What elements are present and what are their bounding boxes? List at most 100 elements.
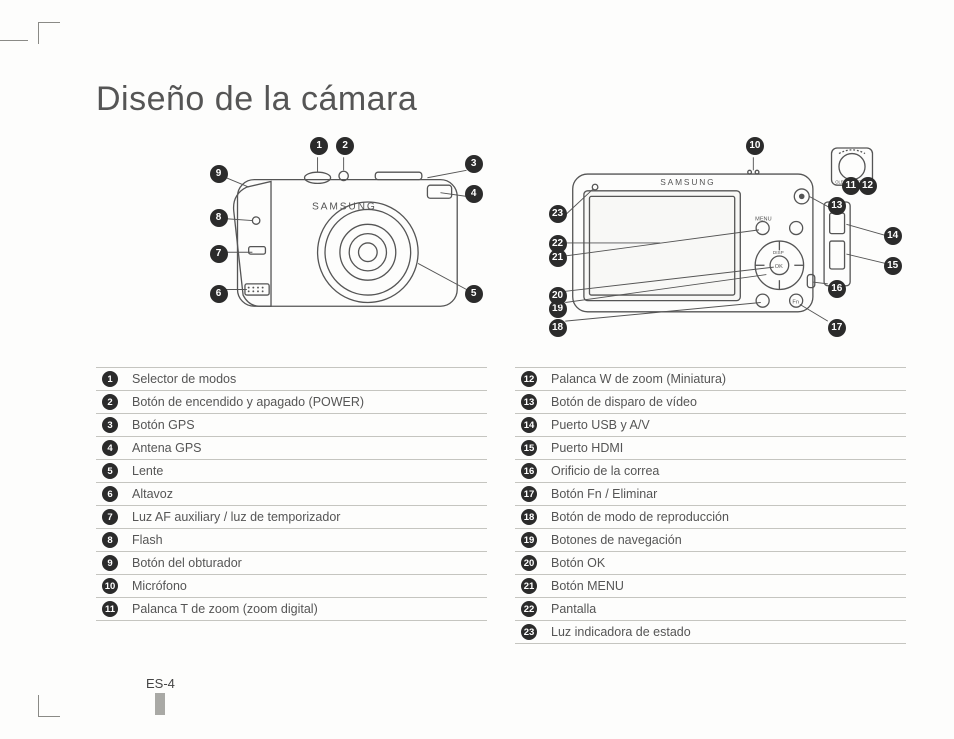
callout-9: 9	[210, 165, 228, 183]
legend-label: Botones de navegación	[551, 533, 682, 547]
legend-row-10: 10 Micrófono	[96, 575, 487, 598]
legend-num: 16	[521, 463, 537, 479]
legend-label: Orificio de la correa	[551, 464, 659, 478]
legend-label: Botón OK	[551, 556, 605, 570]
legend-row-13: 13 Botón de disparo de vídeo	[515, 391, 906, 414]
legend-row-1: 1 Selector de modos	[96, 367, 487, 391]
legend-label: Selector de modos	[132, 372, 236, 386]
legend-row-4: 4Antena GPS	[96, 437, 487, 460]
camera-front-figure: SAMSUNG 123456789	[96, 137, 487, 347]
camera-back-figure: SAMSUNG MENU DISP OK Fn OLED RESET	[515, 137, 906, 347]
page-title: Diseño de la cámara	[96, 80, 906, 119]
legend-num: 7	[102, 509, 118, 525]
page-footer: ES-4	[146, 676, 175, 715]
camera-front-svg: SAMSUNG	[96, 137, 487, 347]
brand-label-back: SAMSUNG	[660, 177, 715, 187]
legend-label: Flash	[132, 533, 163, 547]
legend-num: 6	[102, 486, 118, 502]
legend-row-18: 18 Botón de modo de reproducción	[515, 506, 906, 529]
legend-row-7: 7Luz AF auxiliary / luz de temporizador	[96, 506, 487, 529]
legend-row-3: 3 Botón GPS	[96, 414, 487, 437]
legend-num: 19	[521, 532, 537, 548]
footer-bar-icon	[155, 693, 165, 715]
legend-row-11: 11 Palanca T de zoom (zoom digital)	[96, 598, 487, 621]
legend-row-2: 2 Botón de encendido y apagado (POWER)	[96, 391, 487, 414]
legend-row-16: 16 Orificio de la correa	[515, 460, 906, 483]
legend-row-14: 14Puerto USB y A/V	[515, 414, 906, 437]
legend-label: Pantalla	[551, 602, 596, 616]
svg-text:DISP: DISP	[773, 250, 784, 255]
legend-row-8: 8 Flash	[96, 529, 487, 552]
legend-num: 8	[102, 532, 118, 548]
page-number: ES-4	[146, 676, 175, 691]
legend-row-17: 17 Botón Fn / Eliminar	[515, 483, 906, 506]
legend-num: 9	[102, 555, 118, 571]
brand-label-front: SAMSUNG	[312, 201, 377, 212]
legend-row-15: 15 Puerto HDMI	[515, 437, 906, 460]
legend-num: 10	[102, 578, 118, 594]
legend-table-right: 12Palanca W de zoom (Miniatura) 13 Botón d…	[515, 367, 906, 644]
callout-5: 5	[465, 285, 483, 303]
callout-1: 1	[310, 137, 328, 155]
svg-text:Fn: Fn	[792, 299, 799, 305]
callout-3: 3	[465, 155, 483, 173]
legend-num: 5	[102, 463, 118, 479]
legend-num: 15	[521, 440, 537, 456]
legend-table-left: 1 Selector de modos 2 Botón de encendido y …	[96, 367, 487, 644]
legend-label: Botón de encendido y apagado (POWER)	[132, 395, 364, 409]
callout-4: 4	[465, 185, 483, 203]
callout-16: 16	[828, 280, 846, 298]
legend-num: 2	[102, 394, 118, 410]
callout-12: 12	[859, 177, 877, 195]
legend-label: Botón de modo de reproducción	[551, 510, 729, 524]
legend-row-12: 12Palanca W de zoom (Miniatura)	[515, 367, 906, 391]
legend-row-9: 9Botón del obturador	[96, 552, 487, 575]
legend-row-20: 20 Botón OK	[515, 552, 906, 575]
legend-num: 4	[102, 440, 118, 456]
legend-row-6: 6 Altavoz	[96, 483, 487, 506]
legend-num: 13	[521, 394, 537, 410]
camera-back-svg: SAMSUNG MENU DISP OK Fn OLED RESET	[515, 137, 906, 347]
legend-num: 23	[521, 624, 537, 640]
callout-7: 7	[210, 245, 228, 263]
legend-label: Puerto HDMI	[551, 441, 623, 455]
page-content: Diseño de la cámara	[96, 80, 906, 644]
callout-14: 14	[884, 227, 902, 245]
callout-8: 8	[210, 209, 228, 227]
legend-row-22: 22 Pantalla	[515, 598, 906, 621]
legend-num: 3	[102, 417, 118, 433]
legend-label: Altavoz	[132, 487, 173, 501]
legend-num: 21	[521, 578, 537, 594]
callout-13: 13	[828, 197, 846, 215]
legend-row-21: 21Botón MENU	[515, 575, 906, 598]
legend-num: 22	[521, 601, 537, 617]
callout-11: 11	[842, 177, 860, 195]
crop-mark-top-left	[38, 22, 60, 44]
legend-num: 17	[521, 486, 537, 502]
legend-label: Botón GPS	[132, 418, 195, 432]
callout-17: 17	[828, 319, 846, 337]
figures-row: SAMSUNG 123456789	[96, 137, 906, 347]
callout-18: 18	[549, 319, 567, 337]
callout-10: 10	[746, 137, 764, 155]
legend-num: 11	[102, 601, 118, 617]
legend-row-19: 19 Botones de navegación	[515, 529, 906, 552]
callout-15: 15	[884, 257, 902, 275]
legend-label: Botón Fn / Eliminar	[551, 487, 657, 501]
legend-label: Palanca T de zoom (zoom digital)	[132, 602, 318, 616]
callout-23: 23	[549, 205, 567, 223]
legend-num: 12	[521, 371, 537, 387]
legend-num: 1	[102, 371, 118, 387]
legend-label: Luz indicadora de estado	[551, 625, 691, 639]
crop-tick-left	[0, 40, 28, 41]
svg-text:OK: OK	[775, 264, 783, 270]
legend-num: 18	[521, 509, 537, 525]
callout-22: 22	[549, 235, 567, 253]
legend-label: Puerto USB y A/V	[551, 418, 650, 432]
legend-row-23: 23 Luz indicadora de estado	[515, 621, 906, 644]
crop-mark-bottom-left	[38, 695, 60, 717]
legend-label: Micrófono	[132, 579, 187, 593]
legend-num: 20	[521, 555, 537, 571]
legend-label: Botón de disparo de vídeo	[551, 395, 697, 409]
callout-6: 6	[210, 285, 228, 303]
